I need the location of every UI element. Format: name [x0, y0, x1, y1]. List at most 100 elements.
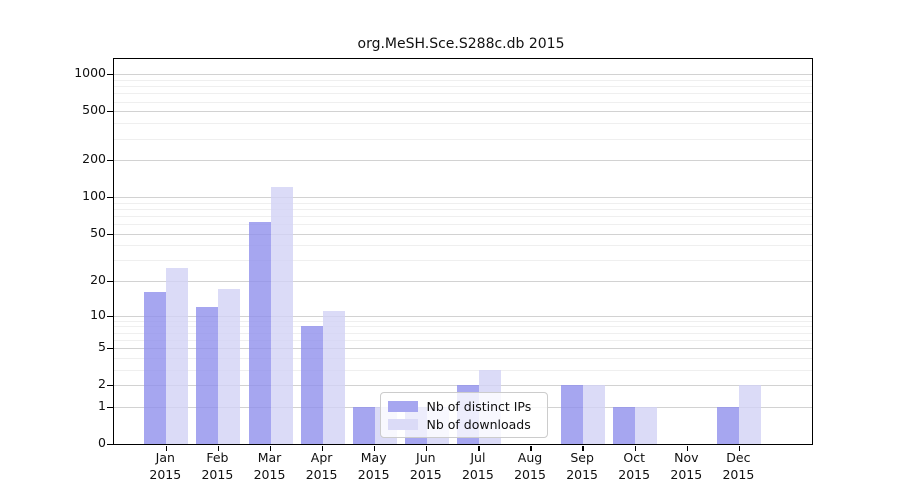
x-tick-mark: [321, 445, 324, 451]
gridline-major: [113, 233, 812, 235]
gridline-major: [113, 74, 812, 76]
y-tick-mark: [106, 281, 113, 283]
bar-ips-oct-2015: [613, 406, 636, 444]
x-tick-year: 2015: [618, 466, 651, 482]
bar-downloads-oct-2015: [635, 406, 658, 444]
legend-swatch-ips: [387, 401, 418, 413]
y-tick-mark: [106, 444, 113, 445]
y-tick-mark: [106, 74, 113, 76]
x-tick-label: May 2015: [344, 450, 404, 483]
y-tick-mark: [106, 406, 113, 408]
x-tick-year: 2015: [149, 466, 182, 482]
gridline-major: [113, 315, 812, 317]
gridline-minor: [113, 86, 812, 88]
bar-downloads-feb-2015: [218, 289, 241, 444]
legend-box: Nb of distinct IPs Nb of downloads: [379, 392, 548, 438]
x-tick-mark: [530, 445, 532, 451]
x-tick-mark: [269, 445, 272, 451]
x-tick-year: 2015: [305, 466, 338, 482]
x-tick-label: Jan 2015: [135, 450, 195, 483]
x-tick-year: 2015: [357, 466, 390, 482]
x-tick-mark: [165, 445, 167, 451]
gridline-minor: [113, 245, 812, 247]
gridline-major: [113, 111, 812, 113]
x-tick-mark: [217, 445, 220, 451]
x-tick-month: Jan: [155, 450, 175, 465]
x-tick-label: Feb 2015: [187, 450, 247, 483]
gridline-minor: [113, 215, 812, 217]
bar-downloads-dec-2015: [739, 385, 762, 444]
x-tick-mark: [686, 445, 688, 451]
x-tick-year: 2015: [409, 466, 442, 482]
y-tick-mark: [106, 160, 113, 162]
y-tick-mark: [106, 315, 113, 317]
x-tick-label: Apr 2015: [292, 450, 352, 483]
y-tick-label: 50: [90, 224, 106, 240]
gridline-minor: [113, 93, 812, 95]
x-tick-month: Jun: [416, 450, 436, 465]
gridline-minor: [113, 79, 812, 81]
x-tick-label: Sep 2015: [552, 450, 612, 483]
gridline-minor: [113, 260, 812, 262]
x-tick-year: 2015: [566, 466, 598, 482]
gridline-minor: [113, 326, 812, 328]
x-tick-label: Oct 2015: [604, 450, 664, 483]
bar-ips-dec-2015: [717, 406, 740, 444]
bar-downloads-mar-2015: [270, 186, 293, 444]
x-tick-year: 2015: [514, 466, 546, 482]
x-tick-mark: [374, 445, 376, 451]
gridline-major: [113, 281, 812, 283]
legend-label-ips: Nb of distinct IPs: [426, 399, 532, 415]
x-tick-month: Oct: [623, 450, 645, 465]
x-tick-month: Dec: [726, 450, 751, 465]
bar-ips-jan-2015: [144, 292, 167, 444]
x-tick-month: Sep: [570, 450, 594, 465]
plot-area: Nb of distinct IPs Nb of downloads: [106, 58, 813, 451]
y-tick-mark: [106, 111, 113, 113]
gridline-minor: [113, 332, 812, 334]
x-tick-mark: [478, 445, 480, 451]
legend-item-downloads: Nb of downloads: [387, 416, 539, 433]
x-tick-mark: [634, 445, 636, 451]
gridline-minor: [113, 357, 812, 359]
bar-ips-may-2015: [352, 406, 375, 444]
y-tick-mark: [106, 385, 113, 387]
x-tick-year: 2015: [670, 466, 703, 482]
y-tick-label: 100: [82, 188, 106, 204]
bar-ips-sep-2015: [561, 385, 584, 444]
y-tick-label: 1: [98, 397, 106, 413]
x-tick-month: Jul: [470, 450, 486, 465]
x-tick-label: Jun 2015: [396, 450, 456, 483]
bar-ips-apr-2015: [300, 326, 323, 444]
x-tick-label: Mar 2015: [240, 450, 300, 483]
y-tick-mark: [106, 348, 113, 350]
gridline-minor: [113, 224, 812, 226]
gridline-major: [113, 160, 812, 162]
gridline-minor: [113, 123, 812, 125]
legend-swatch-downloads: [387, 418, 418, 430]
gridline-minor: [113, 369, 812, 371]
gridline-minor: [113, 208, 812, 210]
x-tick-label: Dec 2015: [708, 450, 768, 483]
x-tick-month: Apr: [310, 450, 333, 465]
x-tick-year: 2015: [201, 466, 234, 482]
x-tick-year: 2015: [722, 466, 755, 482]
x-tick-year: 2015: [253, 466, 286, 482]
legend-item-distinct-ips: Nb of distinct IPs: [387, 398, 539, 415]
y-tick-label: 2: [98, 376, 106, 392]
chart-title: org.MeSH.Sce.S288c.db 2015: [357, 36, 565, 52]
y-tick-label: 1000: [74, 65, 106, 81]
y-tick-label: 500: [82, 102, 106, 118]
gridline-minor: [113, 320, 812, 322]
gridline-minor: [113, 138, 812, 140]
x-tick-mark: [738, 445, 741, 451]
bar-downloads-jan-2015: [166, 267, 189, 444]
bar-ips-mar-2015: [248, 222, 271, 444]
x-tick-mark: [582, 445, 584, 451]
y-tick-label: 0: [98, 435, 106, 450]
gridline-minor: [113, 339, 812, 341]
bar-ips-feb-2015: [196, 306, 219, 444]
x-tick-month: Nov: [674, 450, 699, 465]
y-tick-label: 10: [90, 306, 106, 322]
